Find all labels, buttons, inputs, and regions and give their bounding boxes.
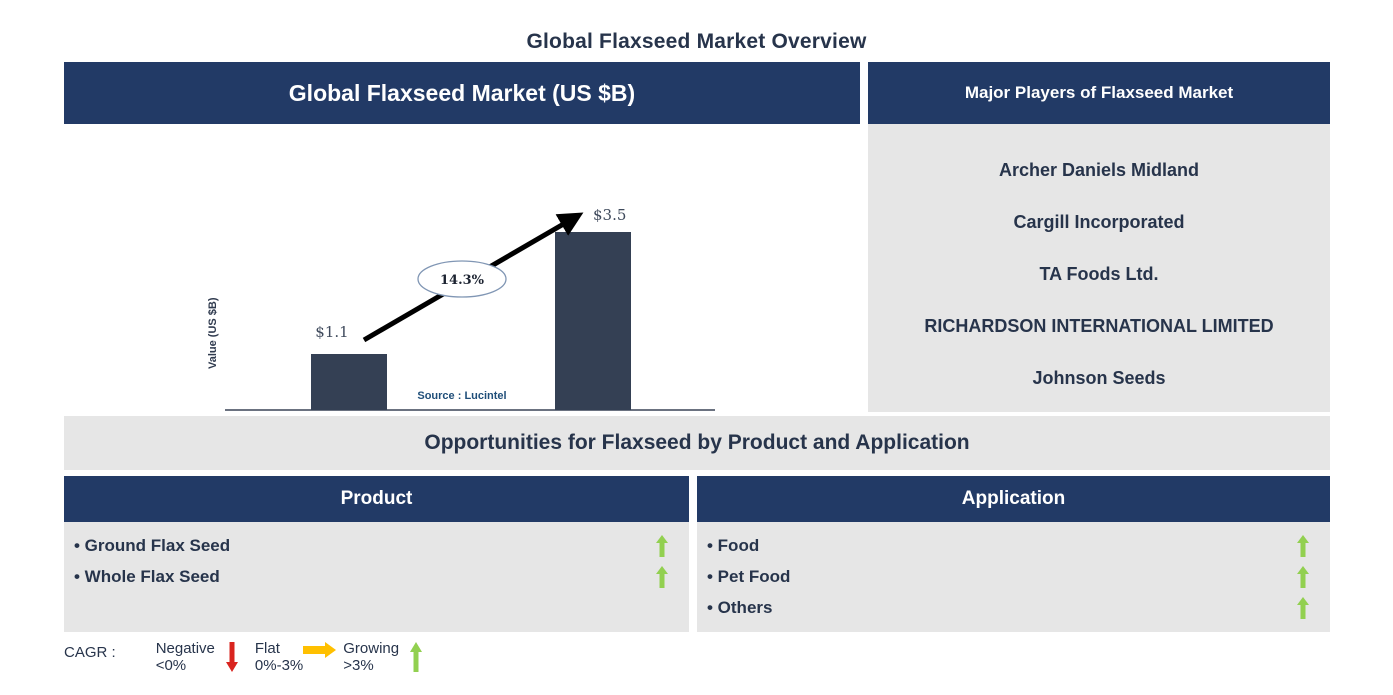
- major-players-panel: Major Players of Flaxseed Market Archer …: [868, 62, 1330, 412]
- legend-name: Flat: [254, 640, 280, 657]
- legend-icon-growing: [399, 640, 433, 672]
- arrow-right-yellow-icon: [303, 642, 337, 658]
- list-item: RICHARDSON INTERNATIONAL LIMITED: [924, 316, 1274, 336]
- trend-indicator: [1290, 565, 1316, 588]
- trend-indicator: [649, 534, 675, 557]
- chart-panel-header: Global Flaxseed Market (US $B): [64, 62, 860, 124]
- opportunities-columns: Product • Ground Flax Seed • Whole Flax …: [64, 476, 1330, 632]
- trend-indicator: [1290, 596, 1316, 619]
- legend-range: 0%-3%: [254, 657, 304, 674]
- cagr-legend-title: CAGR :: [64, 644, 116, 661]
- product-column: Product • Ground Flax Seed • Whole Flax …: [64, 476, 689, 632]
- legend-entry-negative: Negative <0%: [156, 640, 249, 674]
- legend-name: Growing: [343, 640, 400, 657]
- product-list: • Ground Flax Seed • Whole Flax Seed: [64, 522, 689, 632]
- bar-value-label-2035: $3.5: [593, 206, 626, 224]
- legend-range: <0%: [155, 657, 187, 674]
- list-item: • Whole Flax Seed: [64, 561, 689, 592]
- chart-source-note: Source : Lucintel: [417, 390, 507, 402]
- list-item: Johnson Seeds: [1032, 368, 1166, 388]
- legend-icon-negative: [215, 640, 249, 672]
- list-item-label: • Whole Flax Seed: [74, 566, 220, 586]
- arrow-up-green-icon: [1297, 596, 1309, 619]
- arrow-up-green-icon: [410, 642, 423, 672]
- players-panel-header: Major Players of Flaxseed Market: [868, 62, 1330, 124]
- bar-value-label-2026: $1.1: [315, 323, 348, 341]
- list-item-label: • Ground Flax Seed: [74, 535, 231, 555]
- legend-name: Negative: [155, 640, 215, 657]
- cagr-callout-ellipse: [417, 260, 507, 298]
- legend-icon-flat: [303, 640, 337, 662]
- list-item-label: • Food: [707, 535, 760, 555]
- market-chart-panel: Global Flaxseed Market (US $B) Value (US…: [64, 62, 860, 412]
- list-item: • Pet Food: [697, 561, 1330, 592]
- legend-range: >3%: [343, 657, 374, 674]
- players-list: Archer Daniels Midland Cargill Incorpora…: [868, 124, 1330, 412]
- legend-entry-growing: Growing >3%: [343, 640, 433, 674]
- list-item: • Food: [697, 530, 1330, 561]
- trend-indicator: [1290, 534, 1316, 557]
- product-column-header: Product: [64, 476, 689, 522]
- arrow-up-green-icon: [1297, 565, 1309, 588]
- application-column-header: Application: [697, 476, 1330, 522]
- application-list: • Food • Pet Food • Others: [697, 522, 1330, 632]
- bar-2035: [555, 232, 631, 410]
- arrow-up-green-icon: [656, 534, 668, 557]
- arrow-up-green-icon: [1297, 534, 1309, 557]
- y-axis-title: Value (US $B): [207, 297, 219, 369]
- list-item: TA Foods Ltd.: [1039, 264, 1159, 284]
- chart-body: Value (US $B) $1.1 $3.5 2026 2035: [64, 124, 860, 412]
- list-item: • Ground Flax Seed: [64, 530, 689, 561]
- list-item: • Others: [697, 592, 1330, 623]
- list-item-label: • Pet Food: [707, 566, 791, 586]
- list-item: Archer Daniels Midland: [998, 160, 1200, 180]
- list-item-label: • Others: [707, 597, 773, 617]
- trend-indicator: [649, 565, 675, 588]
- legend-text-flat: Flat 0%-3%: [255, 640, 303, 674]
- arrow-down-red-icon: [225, 642, 238, 672]
- legend-entry-flat: Flat 0%-3%: [255, 640, 337, 674]
- cagr-callout-label: 14.3%: [440, 273, 485, 288]
- opportunities-band-title: Opportunities for Flaxseed by Product an…: [64, 416, 1330, 470]
- arrow-up-green-icon: [656, 565, 668, 588]
- legend-text-negative: Negative <0%: [156, 640, 215, 674]
- top-row: Global Flaxseed Market (US $B) Value (US…: [64, 62, 1330, 412]
- cagr-legend: CAGR : Negative <0% Flat 0%-3% Growing >…: [64, 640, 664, 688]
- bar-chart: Value (US $B) $1.1 $3.5 2026 2035: [207, 206, 715, 411]
- application-column: Application • Food • Pet Food: [697, 476, 1330, 632]
- list-item: Cargill Incorporated: [1013, 212, 1185, 232]
- bar-2026: [311, 354, 387, 410]
- legend-text-growing: Growing >3%: [343, 640, 399, 674]
- page-title: Global Flaxseed Market Overview: [526, 30, 867, 53]
